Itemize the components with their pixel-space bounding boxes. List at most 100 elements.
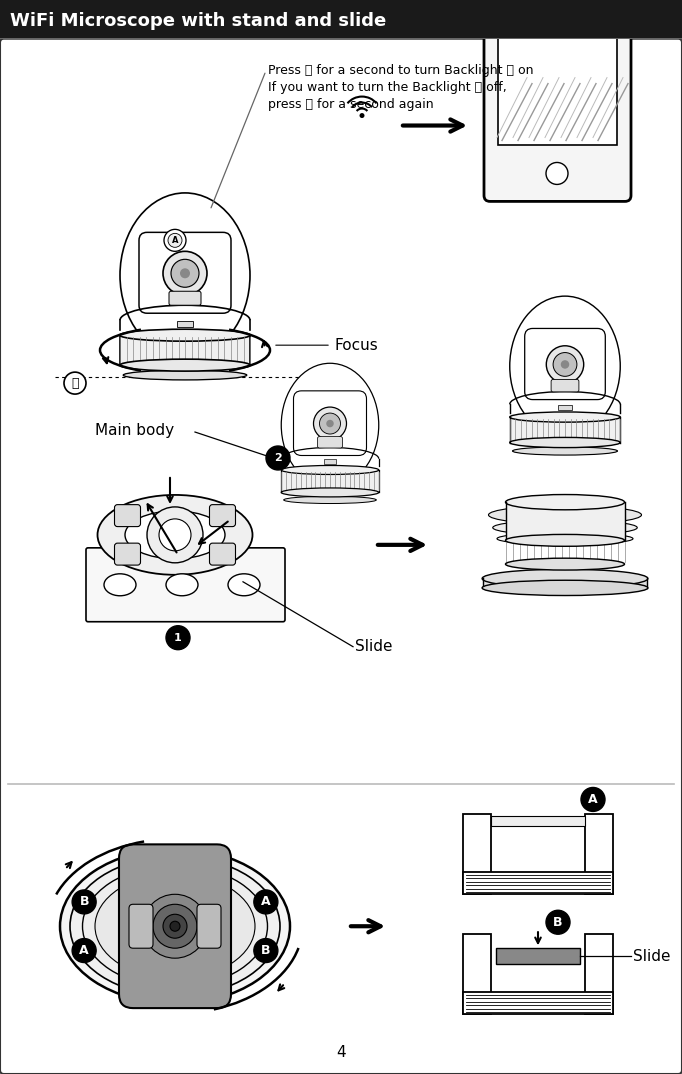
- Ellipse shape: [95, 874, 255, 978]
- Ellipse shape: [505, 558, 625, 570]
- Bar: [463, 814, 491, 895]
- Text: B: B: [261, 944, 271, 957]
- Ellipse shape: [497, 533, 633, 545]
- Ellipse shape: [482, 580, 648, 595]
- Bar: [281, 470, 379, 493]
- Ellipse shape: [509, 296, 620, 436]
- FancyBboxPatch shape: [524, 329, 606, 400]
- Ellipse shape: [509, 412, 620, 422]
- Circle shape: [168, 233, 182, 247]
- Ellipse shape: [505, 494, 625, 510]
- Circle shape: [164, 230, 186, 251]
- Circle shape: [581, 787, 605, 812]
- Circle shape: [72, 939, 96, 962]
- Bar: [498, 32, 617, 145]
- Circle shape: [163, 914, 187, 939]
- Text: B: B: [79, 896, 89, 909]
- Ellipse shape: [120, 330, 250, 342]
- Circle shape: [553, 352, 577, 376]
- FancyBboxPatch shape: [209, 543, 235, 565]
- FancyBboxPatch shape: [318, 436, 342, 448]
- Circle shape: [561, 360, 569, 368]
- Circle shape: [326, 420, 333, 427]
- Text: A: A: [172, 236, 178, 245]
- Circle shape: [319, 413, 340, 434]
- Bar: [483, 577, 647, 587]
- Bar: [463, 992, 613, 1014]
- Text: Press Ⓐ for a second to turn Backlight Ⓑ on: Press Ⓐ for a second to turn Backlight Ⓑ…: [268, 64, 533, 77]
- Text: Focus: Focus: [335, 337, 379, 352]
- Bar: [463, 872, 613, 895]
- FancyBboxPatch shape: [115, 543, 140, 565]
- Ellipse shape: [120, 359, 250, 372]
- Bar: [505, 503, 625, 540]
- Text: WiFi Microscope with stand and slide: WiFi Microscope with stand and slide: [10, 12, 387, 30]
- Ellipse shape: [281, 465, 379, 475]
- Text: Ⓑ: Ⓑ: [71, 377, 78, 390]
- Bar: [324, 460, 336, 464]
- Bar: [120, 335, 250, 365]
- Bar: [177, 321, 193, 328]
- Circle shape: [170, 921, 180, 931]
- FancyBboxPatch shape: [0, 0, 682, 39]
- Ellipse shape: [83, 866, 267, 987]
- Ellipse shape: [104, 574, 136, 596]
- FancyBboxPatch shape: [0, 39, 682, 1074]
- FancyBboxPatch shape: [551, 379, 579, 392]
- Bar: [585, 814, 613, 895]
- Circle shape: [546, 162, 568, 185]
- Circle shape: [153, 904, 197, 948]
- Circle shape: [171, 259, 199, 287]
- FancyBboxPatch shape: [86, 548, 285, 622]
- Ellipse shape: [284, 496, 376, 504]
- Ellipse shape: [123, 371, 247, 380]
- Ellipse shape: [493, 520, 637, 535]
- Ellipse shape: [228, 574, 260, 596]
- FancyBboxPatch shape: [169, 291, 201, 305]
- Circle shape: [143, 895, 207, 958]
- Text: A: A: [261, 896, 271, 909]
- FancyBboxPatch shape: [119, 844, 231, 1008]
- Circle shape: [166, 626, 190, 650]
- Circle shape: [64, 372, 86, 394]
- Circle shape: [159, 519, 191, 551]
- Bar: [496, 948, 580, 964]
- FancyBboxPatch shape: [484, 4, 631, 202]
- Bar: [463, 934, 491, 1014]
- Text: Slide: Slide: [355, 639, 393, 654]
- Circle shape: [147, 507, 203, 563]
- Circle shape: [72, 890, 96, 914]
- Ellipse shape: [488, 506, 642, 524]
- FancyBboxPatch shape: [139, 232, 231, 314]
- Circle shape: [180, 268, 190, 278]
- Text: 2: 2: [274, 453, 282, 463]
- Ellipse shape: [512, 447, 617, 455]
- FancyBboxPatch shape: [293, 391, 366, 455]
- Text: Slide: Slide: [633, 948, 670, 963]
- Circle shape: [546, 346, 584, 383]
- Ellipse shape: [509, 437, 620, 448]
- Ellipse shape: [166, 574, 198, 596]
- Text: A: A: [79, 944, 89, 957]
- Text: 1: 1: [174, 633, 182, 642]
- FancyBboxPatch shape: [115, 505, 140, 526]
- Text: B: B: [553, 916, 563, 929]
- Ellipse shape: [505, 535, 625, 547]
- Circle shape: [546, 911, 570, 934]
- Text: If you want to turn the Backlight Ⓑ off,: If you want to turn the Backlight Ⓑ off,: [268, 81, 507, 95]
- Bar: [509, 417, 620, 442]
- Ellipse shape: [281, 363, 379, 487]
- Ellipse shape: [70, 856, 280, 996]
- Circle shape: [314, 407, 346, 440]
- FancyBboxPatch shape: [209, 505, 235, 526]
- FancyBboxPatch shape: [197, 904, 221, 948]
- Bar: [491, 816, 585, 826]
- Circle shape: [163, 251, 207, 295]
- Text: A: A: [588, 793, 598, 806]
- Ellipse shape: [125, 511, 225, 558]
- Ellipse shape: [482, 569, 648, 587]
- Text: press Ⓐ for a second again: press Ⓐ for a second again: [268, 98, 434, 111]
- Ellipse shape: [120, 193, 250, 358]
- FancyBboxPatch shape: [129, 904, 153, 948]
- Bar: [585, 934, 613, 1014]
